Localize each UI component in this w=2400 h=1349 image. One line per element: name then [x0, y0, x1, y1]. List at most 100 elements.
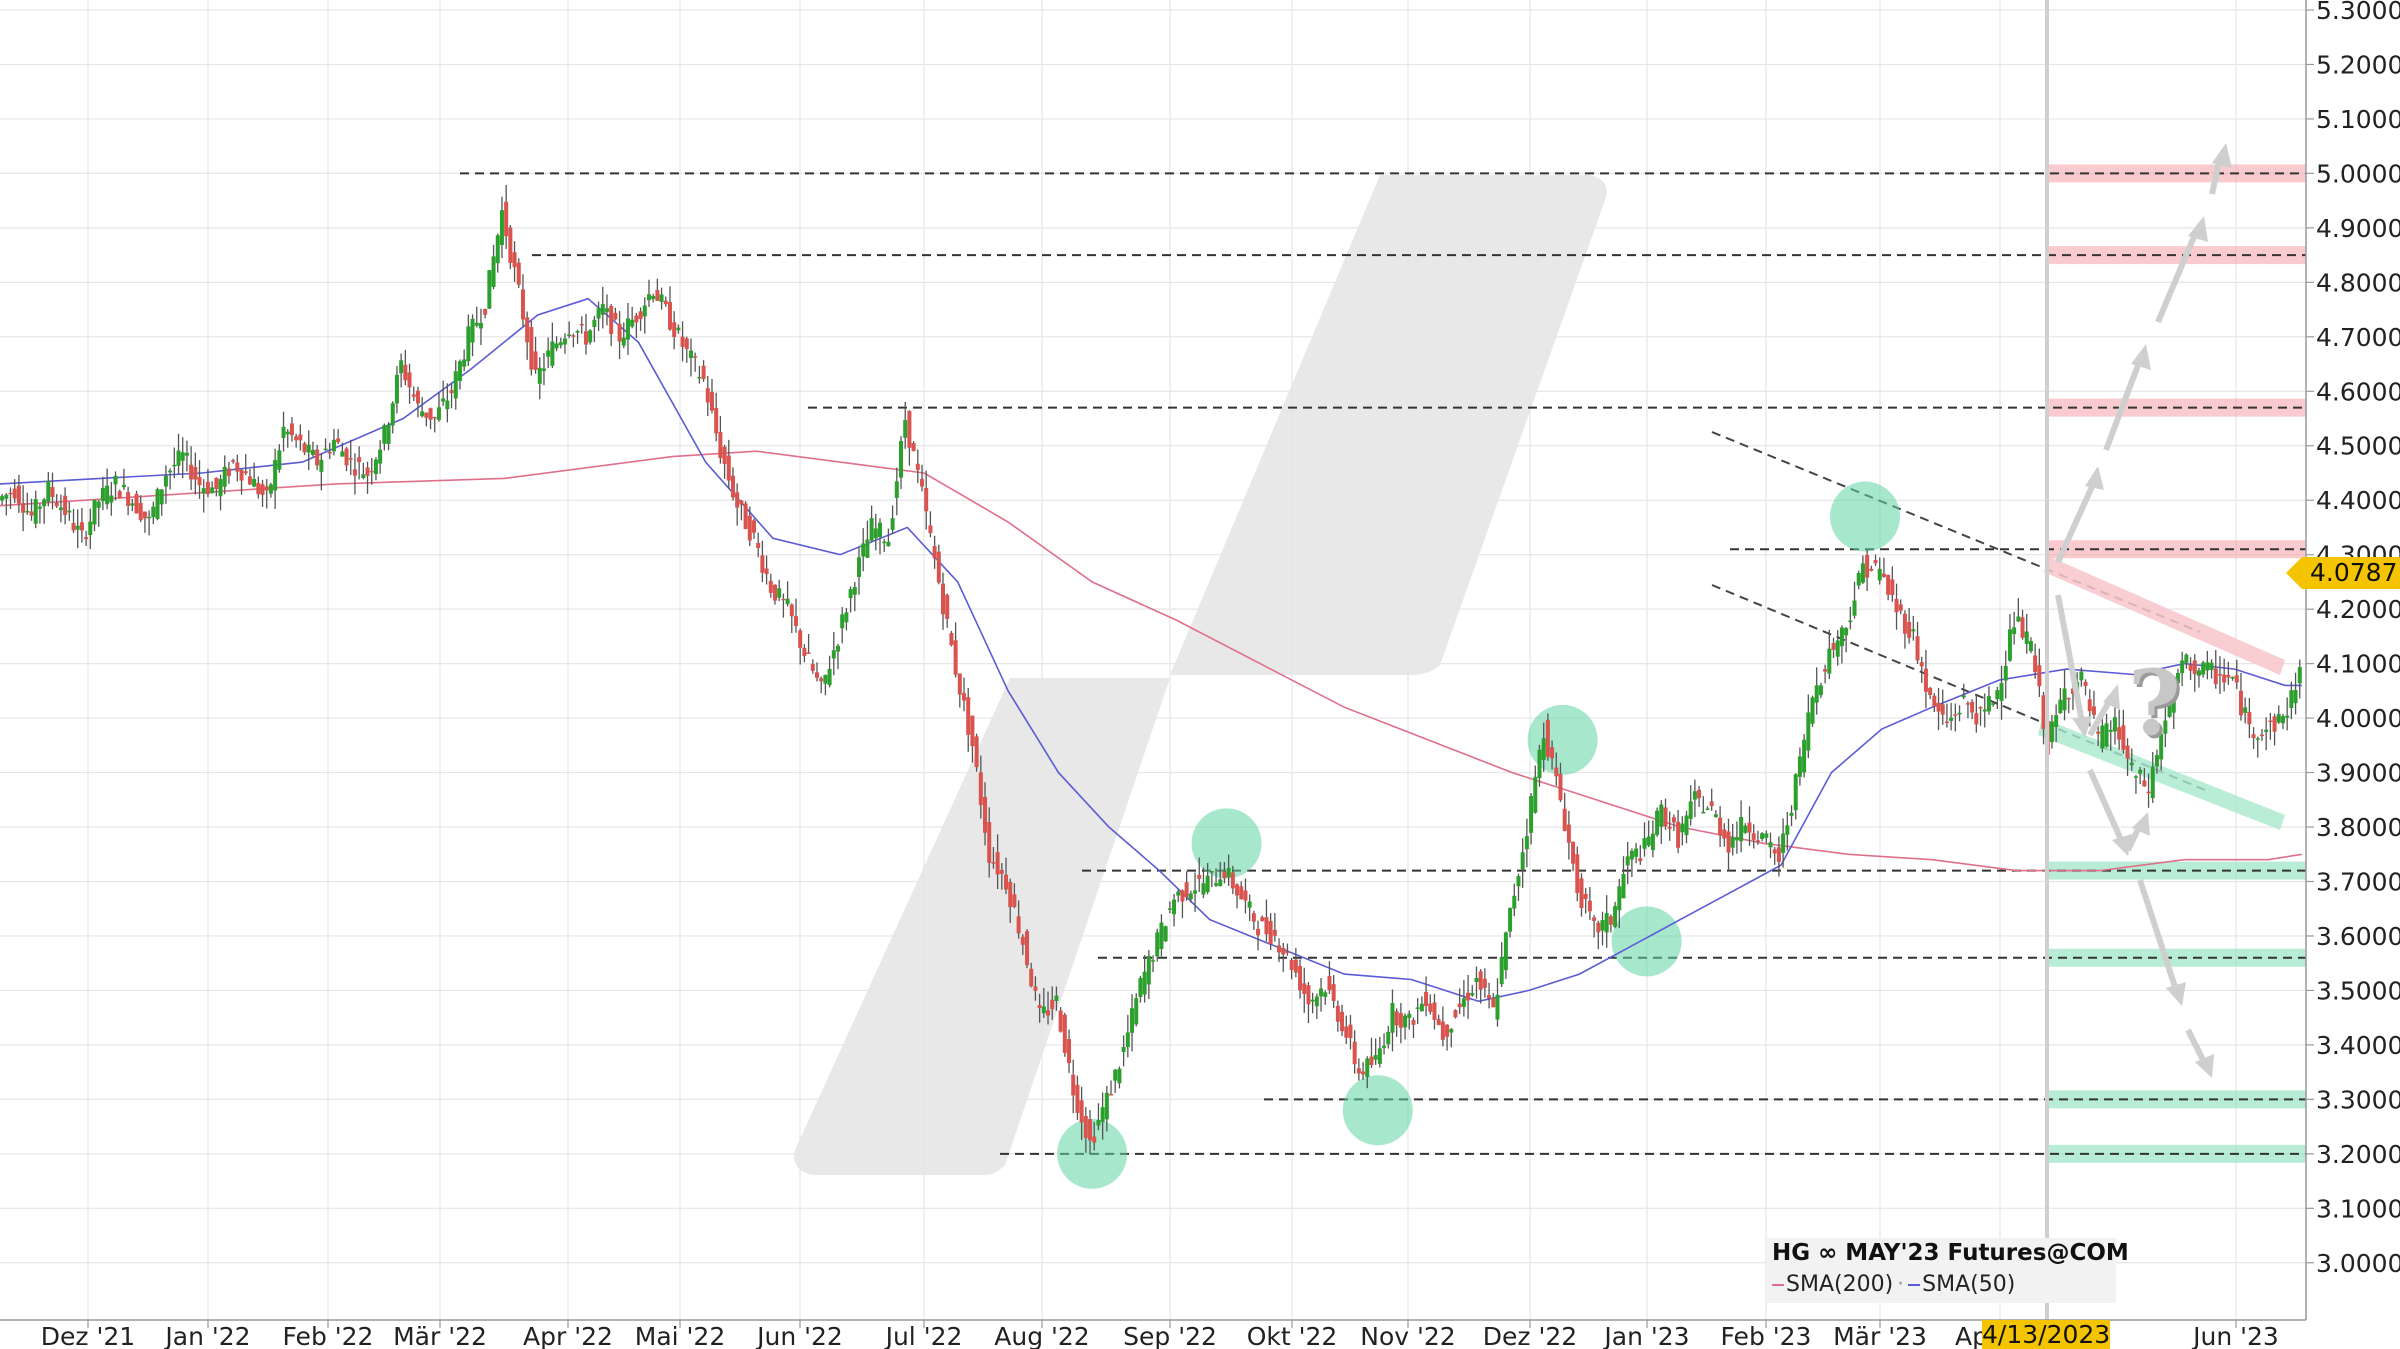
candle-body: [1995, 690, 2000, 700]
candle-body: [1310, 999, 1315, 1002]
candle-body: [924, 488, 929, 512]
candle-body: [655, 290, 660, 301]
candle-body: [1230, 872, 1235, 889]
candle-body: [1331, 984, 1336, 1001]
candle-body: [1163, 926, 1168, 942]
candle-body: [134, 493, 139, 514]
candle-body: [1579, 878, 1584, 909]
candle-body: [625, 318, 630, 340]
trend-channel: [1711, 431, 2285, 830]
candle-body: [218, 479, 223, 497]
candle-body: [1067, 1039, 1072, 1064]
candle-body: [483, 308, 488, 315]
candle-body: [1802, 739, 1807, 773]
candle-body: [50, 487, 55, 497]
legend-series-row: SMA(200) · SMA(50): [1772, 1272, 2015, 1297]
candle-body: [1919, 662, 1924, 667]
candle-body: [1839, 627, 1844, 647]
candle-body: [962, 693, 967, 701]
candle-body: [1205, 875, 1210, 893]
candle-body: [705, 388, 710, 403]
candle-body: [2007, 629, 2012, 661]
y-tick-label: 3.5000: [2316, 976, 2400, 1005]
candle-body: [504, 201, 509, 237]
candle-body: [1503, 932, 1508, 971]
candle-body: [88, 521, 93, 536]
x-tick-label: Aug '22: [994, 1322, 1089, 1349]
candle-body: [1818, 685, 1823, 696]
candle-body: [432, 417, 437, 419]
candle-body: [142, 511, 147, 519]
arrow-up-3-head: [2188, 216, 2208, 242]
candle-body: [1281, 947, 1286, 955]
candle-body: [1445, 1024, 1450, 1037]
candle-body: [1680, 823, 1685, 833]
candle-body: [2087, 699, 2092, 712]
candle-body: [974, 736, 979, 768]
y-tick-label: 4.4000: [2316, 486, 2400, 515]
candle-body: [672, 322, 677, 338]
candle-body: [1012, 894, 1017, 907]
candle-body: [907, 410, 912, 448]
candle-body: [1965, 703, 1970, 705]
candle-body: [1323, 992, 1328, 997]
candle-body: [1562, 808, 1567, 831]
candle-body: [1709, 801, 1714, 807]
candle-body: [1306, 985, 1311, 1005]
candle-body: [1760, 833, 1765, 839]
candle-body: [1184, 882, 1189, 898]
candle-body: [268, 484, 273, 494]
candle-body: [1701, 811, 1706, 814]
candle-body: [71, 523, 76, 531]
current-price-badge: 4.0787: [2302, 557, 2400, 589]
candle-body: [1344, 1026, 1349, 1038]
candle-body: [814, 672, 819, 678]
candle-body: [718, 432, 723, 459]
candle-body: [1991, 703, 1996, 705]
candle-body: [2243, 707, 2248, 713]
candle-body: [1604, 913, 1609, 933]
candle-body: [575, 331, 580, 333]
candle-body: [1831, 643, 1836, 650]
candle-body: [277, 450, 282, 470]
candle-body: [1932, 695, 1937, 707]
candle-body: [180, 452, 185, 461]
candle-body: [1285, 951, 1290, 953]
candle-body: [1865, 554, 1870, 578]
candle-body: [37, 506, 42, 509]
candle-body: [516, 262, 521, 285]
candle-body: [1764, 833, 1769, 838]
candle-body: [2293, 690, 2298, 704]
candle-body: [1688, 801, 1693, 819]
candle-body: [1638, 858, 1643, 862]
candle-body: [613, 312, 618, 320]
candle-body: [226, 468, 231, 476]
candle-body: [378, 449, 383, 464]
candle-body: [1999, 683, 2004, 701]
candle-body: [1650, 833, 1655, 851]
candle-body: [2201, 662, 2206, 675]
support-zone: [2047, 1090, 2306, 1109]
candle-body: [810, 664, 815, 671]
y-tick-label: 3.7000: [2316, 867, 2400, 896]
candle-body: [2070, 688, 2075, 694]
y-tick-label: 4.9000: [2316, 214, 2400, 243]
candle-body: [932, 546, 937, 559]
x-tick-label: Mär '22: [393, 1322, 487, 1349]
candle-body: [1314, 996, 1319, 1007]
candle-body: [1407, 1013, 1412, 1018]
candle-body: [525, 317, 530, 343]
candle-body: [411, 394, 416, 397]
candle-body: [1251, 913, 1256, 922]
candle-body: [680, 336, 685, 347]
candle-body: [302, 443, 307, 453]
candle-body: [1075, 1084, 1080, 1113]
y-tick-label: 4.2000: [2316, 595, 2400, 624]
candle-body: [537, 367, 542, 384]
candle-body: [1936, 702, 1941, 712]
candle-body: [2222, 674, 2227, 683]
swing-markers: [1057, 481, 1901, 1189]
candle-body: [1121, 1047, 1126, 1053]
candle-body: [1125, 1032, 1130, 1047]
candle-body: [1487, 995, 1492, 999]
